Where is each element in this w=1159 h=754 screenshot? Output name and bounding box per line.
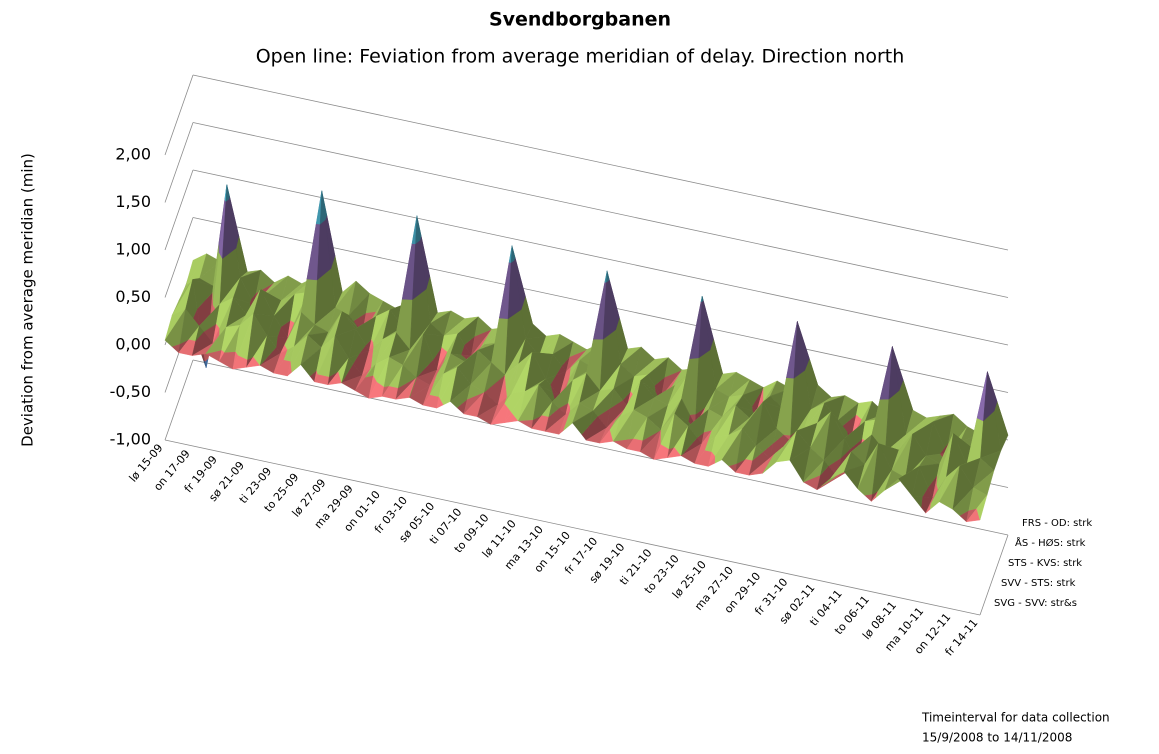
surface-facet [820,459,829,476]
series-label: SVG - SVV: str&s [994,598,1077,609]
surface-facet [888,346,900,400]
surface-facet [681,425,698,456]
x-axis-title: Timeinterval for data collection [921,711,1110,725]
surface-facet [642,417,662,441]
surface-facet [701,296,704,303]
surface-facet [840,437,851,459]
grid-line [164,74,194,156]
surface-facet [195,325,204,341]
series-label: STS - KVS: strk [1008,558,1082,569]
surface-facet [609,388,623,409]
grid-line [192,122,1009,298]
series-label: ÅS - HØS: strk [1015,536,1086,549]
x-axis-title: 15/9/2008 to 14/11/2008 [922,731,1072,745]
chart-subtitle: Open line: Feviation from average meridi… [256,46,905,68]
grid-line [164,217,194,298]
axis-line [164,439,981,616]
y-tick-label: 0,00 [115,335,151,354]
surface-facet [983,371,995,422]
surface-facet [259,335,277,366]
grid-line [164,169,194,251]
y-tick-label: -1,00 [110,430,151,449]
surface-facet [341,357,354,384]
y-tick-label: -0,50 [110,382,151,401]
surface-facet [793,321,806,379]
surface-facet [664,357,683,378]
surface-facet [225,184,230,203]
surface-facet [606,270,609,283]
y-axis-title: Deviation from average meridian (min) [19,153,37,447]
grid-line [192,359,1009,536]
surface-facet [510,245,515,263]
y-tick-label: 1,50 [115,192,151,211]
surface-facet [397,364,417,389]
grid-line [192,74,1009,251]
surface-facet [467,384,485,400]
surface-facet [256,269,275,294]
surface-facet [474,316,493,337]
surface-facet [517,419,534,429]
surface-facet [548,401,560,418]
surface-facet [415,215,421,245]
y-tick-label: 1,00 [115,240,151,259]
surface-facet [569,341,588,358]
surface-facet [319,190,326,225]
surface-facet [772,428,784,444]
series-label: FRS - OD: strk [1022,518,1092,529]
grid-line [192,169,1009,346]
surface-facet [589,410,598,426]
surface-facet [976,495,988,521]
surface-facet [416,333,434,379]
series-label: SVV - STS: strk [1001,578,1076,589]
axis-line [979,534,1009,616]
grid-line [164,359,194,441]
y-tick-label: 2,00 [115,145,151,164]
surface-facet [864,493,873,502]
grid-line [164,122,194,203]
chart-title: Svendborgbanen [489,9,671,31]
surface-facet [911,495,923,508]
y-tick-label: 0,50 [115,287,151,306]
surface-facet [752,445,764,461]
